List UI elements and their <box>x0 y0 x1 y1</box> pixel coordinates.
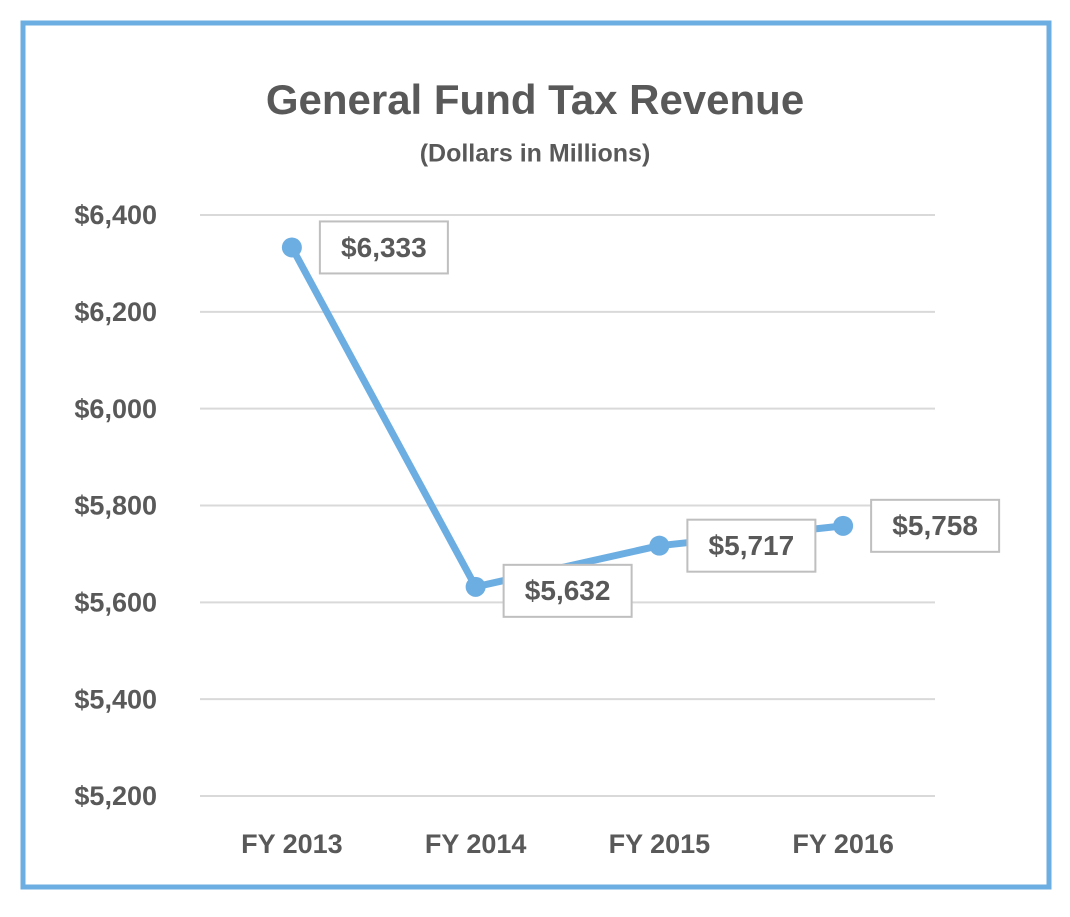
value-label: $5,758 <box>892 510 978 541</box>
x-tick-label: FY 2014 <box>425 829 527 859</box>
value-label: $5,632 <box>525 575 611 606</box>
x-tick-label: FY 2016 <box>792 829 894 859</box>
y-tick-label: $6,000 <box>74 394 157 424</box>
y-tick-label: $5,200 <box>74 781 157 811</box>
value-label: $6,333 <box>341 232 427 263</box>
point <box>649 535 670 556</box>
y-tick-label: $5,600 <box>74 587 157 617</box>
point <box>281 237 302 258</box>
chart-subtitle: (Dollars in Millions) <box>420 140 651 168</box>
chart-title: General Fund Tax Revenue <box>266 76 804 123</box>
y-tick-label: $6,400 <box>74 200 157 230</box>
label-box <box>686 518 817 573</box>
point <box>465 576 486 597</box>
y-tick-label: $6,200 <box>74 297 157 327</box>
value-label: $5,717 <box>709 530 795 561</box>
x-tick-label: FY 2013 <box>241 829 343 859</box>
point <box>833 515 854 536</box>
y-tick-label: $5,400 <box>74 684 157 714</box>
chart-frame <box>20 20 1052 890</box>
y-tick-label: $5,800 <box>74 491 157 521</box>
label-box <box>318 220 449 275</box>
label-box <box>870 498 1001 553</box>
label-box <box>502 563 633 618</box>
x-tick-label: FY 2015 <box>609 829 711 859</box>
